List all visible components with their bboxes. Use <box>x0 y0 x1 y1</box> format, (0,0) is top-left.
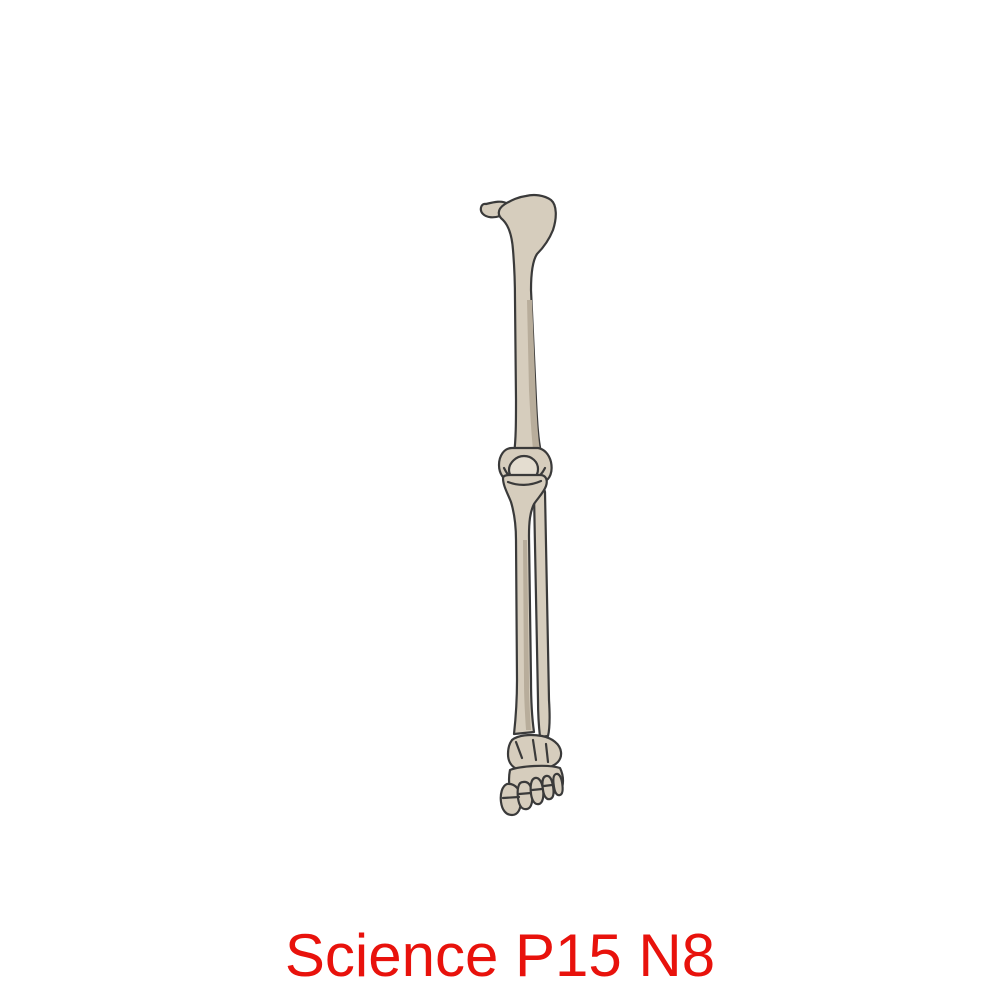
leg-skeleton-icon <box>479 193 565 817</box>
foot-bones <box>499 733 565 817</box>
fibula-bone <box>532 484 551 739</box>
toe-joints <box>501 783 554 800</box>
femur-bone <box>479 193 557 484</box>
toe-4 <box>541 774 555 801</box>
tibia-shadow <box>523 540 531 730</box>
femur-shadow <box>527 300 540 450</box>
femur-shaft <box>497 193 557 456</box>
toe-5 <box>552 772 564 797</box>
figure-caption: Science P15 N8 <box>284 922 716 989</box>
tibia-plateau <box>506 479 543 486</box>
tarsal-detail <box>514 738 550 764</box>
